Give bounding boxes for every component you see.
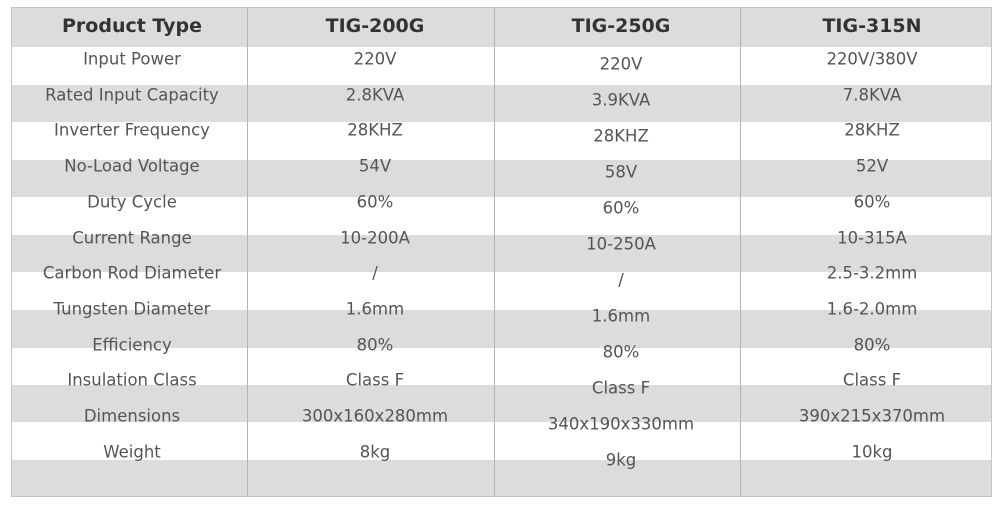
value-cell: 220V bbox=[353, 49, 397, 69]
value-cell: 8kg bbox=[359, 442, 391, 462]
value-cell: 54V bbox=[358, 156, 392, 176]
table-border bbox=[11, 7, 992, 497]
column-divider bbox=[247, 7, 248, 497]
value-cell: 1.6-2.0mm bbox=[826, 299, 918, 319]
value-cell: 60% bbox=[602, 198, 640, 218]
value-cell: 3.9KVA bbox=[591, 90, 651, 110]
row-label: Dimensions bbox=[83, 406, 181, 426]
value-cell: 7.8KVA bbox=[842, 85, 902, 105]
row-label: Input Power bbox=[83, 49, 181, 69]
value-cell: Class F bbox=[345, 370, 405, 390]
value-cell: 2.8KVA bbox=[345, 85, 405, 105]
value-cell: / bbox=[618, 270, 624, 290]
value-cell: 10-250A bbox=[586, 234, 656, 254]
header-cell: TIG-250G bbox=[571, 15, 671, 37]
value-cell: 1.6mm bbox=[591, 306, 651, 326]
row-band bbox=[11, 460, 992, 497]
value-cell: Class F bbox=[842, 370, 902, 390]
row-label: Insulation Class bbox=[67, 370, 197, 390]
row-label: Weight bbox=[103, 442, 161, 462]
value-cell: / bbox=[372, 263, 378, 283]
header-cell: Product Type bbox=[61, 15, 203, 37]
value-cell: 58V bbox=[604, 162, 638, 182]
row-label: Carbon Rod Diameter bbox=[42, 263, 222, 283]
value-cell: 60% bbox=[853, 192, 891, 212]
header-cell: TIG-200G bbox=[325, 15, 425, 37]
value-cell: 390x215x370mm bbox=[798, 406, 946, 426]
header-band bbox=[11, 7, 992, 47]
value-cell: 340x190x330mm bbox=[547, 414, 695, 434]
column-divider bbox=[740, 7, 741, 497]
value-cell: 2.5-3.2mm bbox=[826, 263, 918, 283]
row-label: Inverter Frequency bbox=[54, 120, 210, 140]
row-band bbox=[11, 385, 992, 422]
row-label: Efficiency bbox=[92, 335, 172, 355]
row-band bbox=[11, 235, 992, 272]
header-cell: TIG-315N bbox=[822, 15, 922, 37]
value-cell: 10kg bbox=[851, 442, 893, 462]
row-label: Tungsten Diameter bbox=[53, 299, 211, 319]
value-cell: Class F bbox=[591, 378, 651, 398]
row-label: No-Load Voltage bbox=[64, 156, 200, 176]
column-divider bbox=[494, 7, 495, 497]
row-label: Current Range bbox=[72, 228, 192, 247]
value-cell: 60% bbox=[356, 192, 394, 212]
value-cell: 300x160x280mm bbox=[301, 406, 449, 426]
value-cell: 80% bbox=[602, 342, 640, 362]
value-cell: 1.6mm bbox=[345, 299, 405, 319]
value-cell: 28KHZ bbox=[844, 120, 900, 140]
value-cell: 220V bbox=[599, 54, 643, 74]
value-cell: 10-315A bbox=[837, 228, 907, 247]
row-label: Rated Input Capacity bbox=[45, 85, 219, 105]
value-cell: 80% bbox=[356, 335, 394, 355]
row-label: Duty Cycle bbox=[87, 192, 177, 212]
value-cell: 10-200A bbox=[340, 228, 410, 247]
row-band bbox=[11, 160, 992, 197]
value-cell: 52V bbox=[855, 156, 889, 176]
value-cell: 9kg bbox=[605, 450, 637, 470]
value-cell: 220V/380V bbox=[826, 49, 918, 69]
row-band bbox=[11, 85, 992, 122]
value-cell: 28KHZ bbox=[593, 126, 649, 146]
value-cell: 28KHZ bbox=[347, 120, 403, 140]
value-cell: 80% bbox=[853, 335, 891, 355]
row-band bbox=[11, 310, 992, 348]
